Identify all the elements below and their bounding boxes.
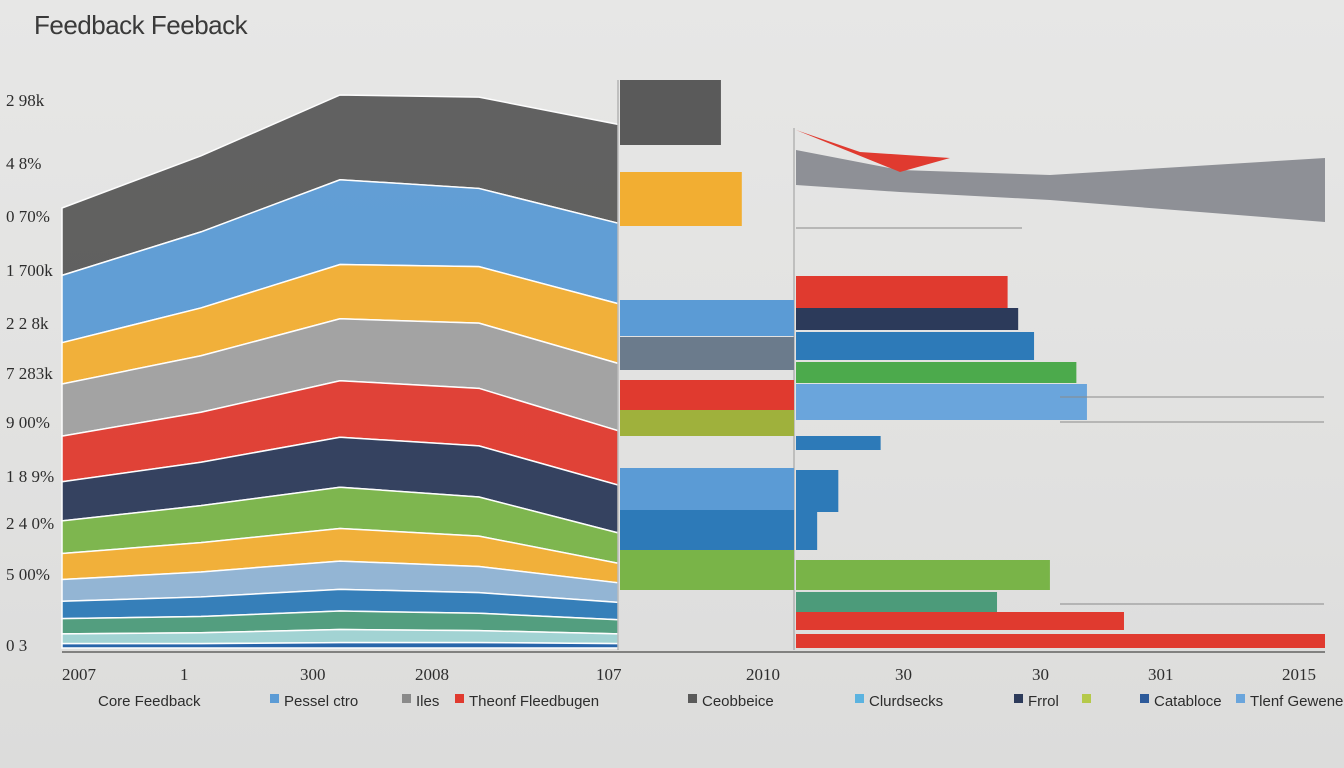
legend-label: Core Feedback bbox=[98, 693, 201, 710]
legend-swatch bbox=[1014, 694, 1023, 703]
y-tick-label: 1 8 9% bbox=[6, 467, 54, 486]
bar-right-6 bbox=[796, 470, 839, 512]
legend-swatch bbox=[455, 694, 464, 703]
y-tick-label: 2 2 8k bbox=[6, 314, 49, 333]
legend-label: Pessel ctro bbox=[284, 693, 358, 710]
bar-mid-2 bbox=[620, 300, 794, 336]
x-tick-label: 2015 bbox=[1282, 665, 1316, 684]
area-band-12 bbox=[61, 641, 619, 649]
x-tick-label: 2008 bbox=[415, 665, 449, 684]
legend-label: Frrol bbox=[1028, 693, 1059, 710]
bar-right-3 bbox=[796, 362, 1077, 383]
bar-mid-3 bbox=[620, 337, 794, 370]
legend-label: Clurdsecks bbox=[869, 693, 943, 710]
bar-mid-4 bbox=[620, 380, 794, 410]
y-tick-label: 0 70% bbox=[6, 207, 50, 226]
x-tick-label: 2007 bbox=[62, 665, 97, 684]
area-wedge-grey bbox=[796, 150, 1325, 222]
area-wedge-red bbox=[796, 130, 950, 172]
legend-swatch bbox=[855, 694, 864, 703]
legend-label: Catabloce bbox=[1154, 693, 1222, 710]
y-tick-label: 0 3 bbox=[6, 636, 27, 655]
bar-right-1 bbox=[796, 308, 1019, 330]
y-tick-label: 5 00% bbox=[6, 565, 50, 584]
x-tick-label: 30 bbox=[1032, 665, 1049, 684]
chart-title: Feedback Feeback bbox=[34, 10, 248, 40]
legend-swatch bbox=[1140, 694, 1149, 703]
bar-mid-7 bbox=[620, 510, 794, 550]
x-tick-label: 1 bbox=[180, 665, 189, 684]
y-tick-label: 9 00% bbox=[6, 413, 50, 432]
x-tick-label: 300 bbox=[300, 665, 326, 684]
bar-right-11 bbox=[796, 634, 1325, 648]
legend-swatch bbox=[1236, 694, 1245, 703]
bar-right-4 bbox=[796, 384, 1087, 420]
bar-mid-1 bbox=[620, 172, 742, 226]
legend-label: Theonf Fleedbugen bbox=[469, 693, 599, 710]
y-tick-label: 4 8% bbox=[6, 154, 41, 173]
legend-swatch bbox=[1082, 694, 1091, 703]
chart-area-group bbox=[61, 80, 1325, 653]
bar-mid-5 bbox=[620, 410, 794, 436]
bar-mid-8 bbox=[620, 550, 794, 590]
y-tick-label: 7 283k bbox=[6, 364, 53, 383]
bar-right-5 bbox=[796, 436, 881, 450]
x-tick-label: 301 bbox=[1148, 665, 1174, 684]
x-tick-label: 2010 bbox=[746, 665, 780, 684]
bar-mid-0 bbox=[620, 80, 721, 145]
x-tick-label: 30 bbox=[895, 665, 912, 684]
y-tick-label: 2 4 0% bbox=[6, 514, 54, 533]
bar-right-8 bbox=[796, 560, 1050, 590]
legend-swatch bbox=[270, 694, 279, 703]
y-tick-label: 1 700k bbox=[6, 261, 53, 280]
y-tick-label: 2 98k bbox=[6, 91, 45, 110]
legend-label: Tlenf Gewene bbox=[1250, 693, 1343, 710]
bar-right-0 bbox=[796, 276, 1008, 308]
legend-swatch bbox=[402, 694, 411, 703]
bar-right-10 bbox=[796, 612, 1124, 630]
bar-right-9 bbox=[796, 592, 998, 612]
bar-right-2 bbox=[796, 332, 1035, 360]
bar-right-7 bbox=[796, 512, 818, 550]
legend-label: Iles bbox=[416, 693, 439, 710]
bar-mid-6 bbox=[620, 468, 794, 510]
x-tick-label: 107 bbox=[596, 665, 622, 684]
legend-swatch bbox=[688, 694, 697, 703]
legend-label: Ceobbeice bbox=[702, 693, 774, 710]
